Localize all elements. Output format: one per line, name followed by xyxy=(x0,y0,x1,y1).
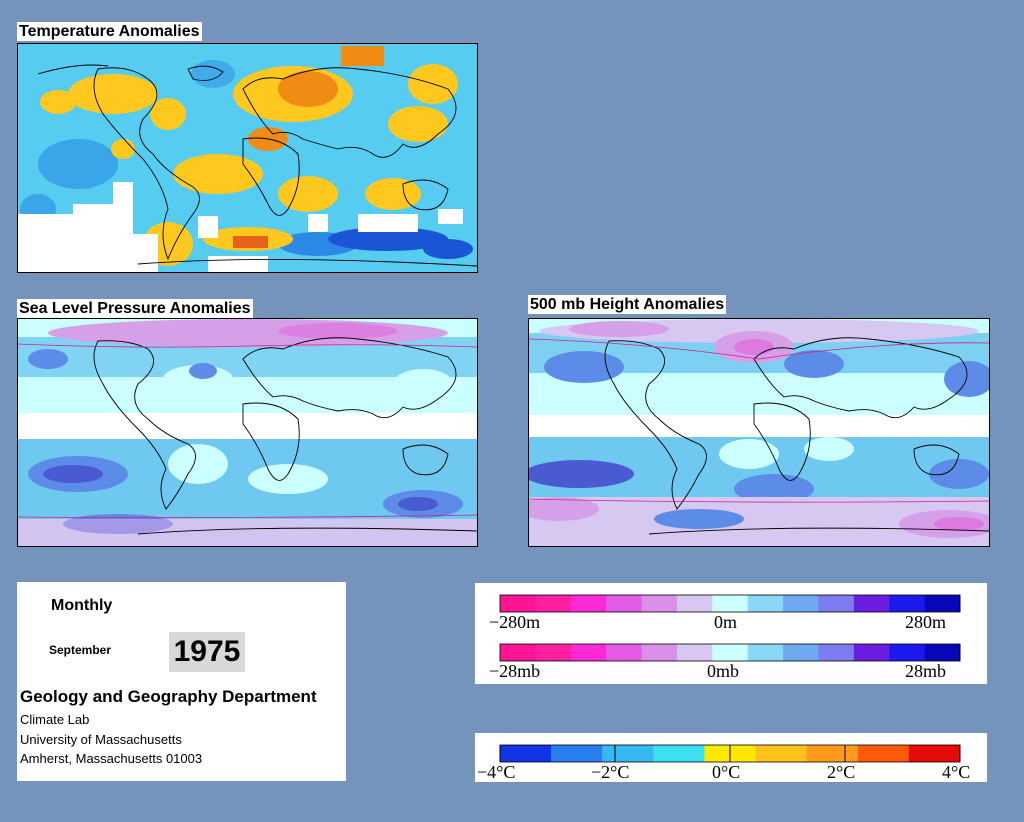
pressure-colorbar-swatch xyxy=(606,644,643,661)
pressure-colorbar-swatch xyxy=(570,644,607,661)
height-label-max: 280m xyxy=(905,612,946,632)
address: Amherst, Massachusetts 01003 xyxy=(20,751,203,766)
height-label-zero: 0m xyxy=(714,612,737,632)
height-colorbar-swatch xyxy=(676,595,713,612)
height-label-min: −280m xyxy=(489,612,540,632)
pressure-colorbar-swatch xyxy=(853,644,890,661)
height-colorbar-swatch xyxy=(606,595,643,612)
pressure-colorbar xyxy=(499,643,961,662)
slp-map-title: Sea Level Pressure Anomalies xyxy=(17,299,253,318)
pressure-colorbar-swatch xyxy=(712,644,749,661)
500mb-height-anomaly-map xyxy=(528,318,990,547)
sea-level-pressure-anomaly-map xyxy=(17,318,478,547)
temperature-anomaly-map xyxy=(17,43,478,273)
university-name: University of Massachusetts xyxy=(20,732,182,747)
height-colorbar-swatch xyxy=(712,595,749,612)
info-panel: Monthly September 1975 Geology and Geogr… xyxy=(17,582,346,781)
pressure-colorbar-swatch xyxy=(641,644,678,661)
pressure-colorbar-border xyxy=(499,643,961,662)
pressure-colorbar-swatch xyxy=(747,644,784,661)
pressure-label-max: 28mb xyxy=(905,661,946,681)
temperature-map-title: Temperature Anomalies xyxy=(17,22,202,41)
height-colorbar-swatch xyxy=(783,595,819,612)
pressure-colorbar-swatch xyxy=(500,644,536,661)
height-colorbar-swatch xyxy=(535,595,572,612)
height-colorbar-swatch xyxy=(853,595,890,612)
temp-label-pos4: 4°C xyxy=(942,762,970,782)
height-colorbar-swatch xyxy=(747,595,784,612)
temperature-colorbar-swatch xyxy=(500,745,552,762)
temperature-legend: −4°C −2°C 0°C 2°C 4°C xyxy=(475,733,987,782)
height-colorbar-border xyxy=(499,594,961,613)
pressure-colorbar-swatch xyxy=(676,644,713,661)
pressure-colorbar-swatch xyxy=(818,644,855,661)
pressure-colorbar-swatch xyxy=(783,644,819,661)
pressure-colorbar-swatch xyxy=(924,644,961,661)
temp-label-neg2: −2°C xyxy=(591,762,629,782)
height-colorbar-swatch xyxy=(500,595,536,612)
pressure-label-min: −28mb xyxy=(489,661,540,681)
height-pressure-legend: −280m 0m 280m −28mb 0mb 28mb xyxy=(475,583,987,684)
year-display: 1975 xyxy=(169,632,245,672)
month-label: September xyxy=(49,643,112,657)
height-colorbar-swatch xyxy=(889,595,926,612)
period-label: Monthly xyxy=(51,597,113,614)
department-name: Geology and Geography Department xyxy=(20,687,317,706)
height-map-title: 500 mb Height Anomalies xyxy=(528,295,727,314)
temperature-colorbar-swatch xyxy=(551,745,603,762)
pressure-colorbar-swatch xyxy=(535,644,572,661)
temperature-colorbar xyxy=(499,744,961,763)
temp-label-zero: 0°C xyxy=(712,762,740,782)
pressure-colorbar-swatch xyxy=(889,644,926,661)
height-colorbar-swatch xyxy=(924,595,961,612)
height-colorbar-swatch xyxy=(641,595,678,612)
temperature-colorbar-swatch xyxy=(602,745,654,762)
temperature-colorbar-swatch xyxy=(755,745,808,762)
lab-name: Climate Lab xyxy=(20,712,90,727)
temp-label-neg4: −4°C xyxy=(477,762,515,782)
temperature-colorbar-swatch xyxy=(806,745,859,762)
temperature-colorbar-swatch xyxy=(653,745,705,762)
height-colorbar xyxy=(499,594,961,613)
temperature-colorbar-swatch xyxy=(857,745,910,762)
height-colorbar-swatch xyxy=(570,595,607,612)
temperature-colorbar-swatch xyxy=(908,745,961,762)
temp-label-pos2: 2°C xyxy=(827,762,855,782)
pressure-label-zero: 0mb xyxy=(707,661,739,681)
height-colorbar-swatch xyxy=(818,595,855,612)
